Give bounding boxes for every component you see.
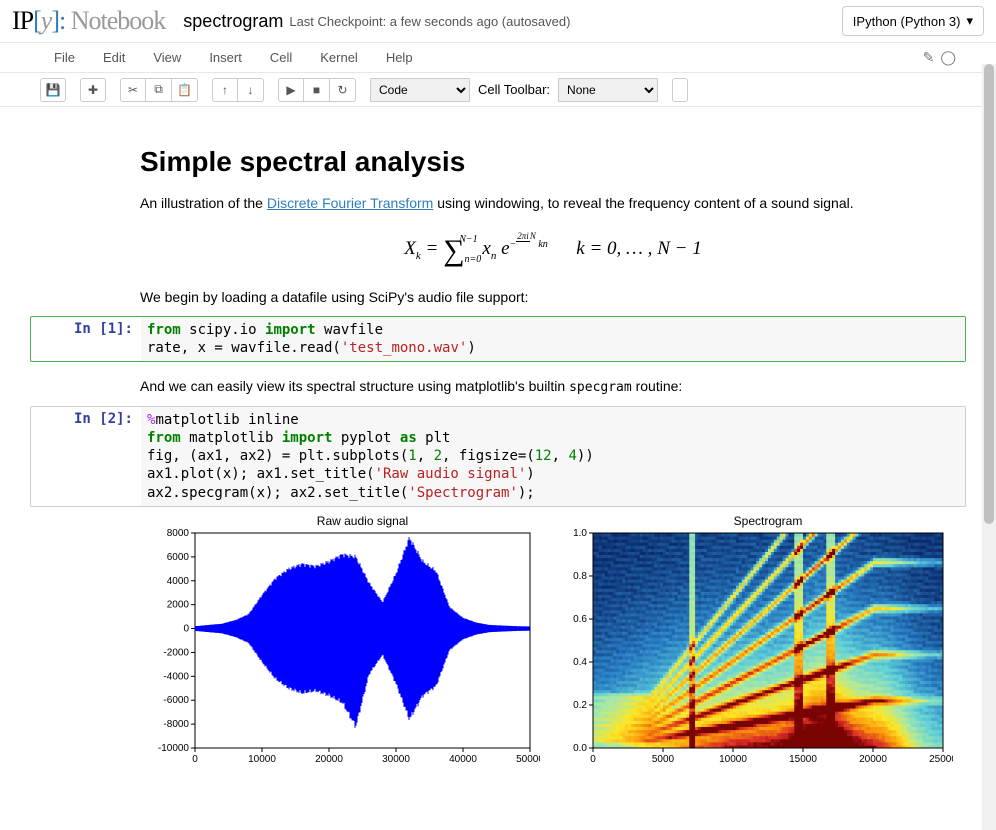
markdown-cell-1[interactable]: Simple spectral analysis An illustration… [30, 141, 966, 308]
svg-text:40000: 40000 [449, 754, 477, 765]
raw-audio-chart: Raw audio signal -10000 -8000 -6000 -4000 -20… [140, 513, 540, 773]
stop-button[interactable]: ■ [304, 78, 330, 102]
svg-text:Raw audio signal: Raw audio signal [317, 514, 408, 528]
add-cell-button[interactable]: ✚ [80, 78, 106, 102]
cell-toolbar-select[interactable]: None [558, 78, 658, 102]
code-cell-1[interactable]: In [1]: from scipy.io import wavfile rat… [30, 316, 966, 362]
arrow-down-icon: ↓ [248, 83, 254, 97]
paste-button[interactable]: 📋 [172, 78, 198, 102]
svg-text:10000: 10000 [248, 754, 276, 765]
prompt-in-2: In [2]: [31, 407, 141, 506]
spectrogram-chart: Spectrogram0.00.20.40.60.81.005000100001… [553, 513, 953, 773]
logo-notebook-text: Notebook [65, 6, 165, 35]
logo-close-bracket: ] [51, 6, 59, 35]
svg-text:8000: 8000 [167, 528, 190, 539]
menu-cell[interactable]: Cell [256, 44, 306, 71]
intro-paragraph: An illustration of the Discrete Fourier … [140, 193, 966, 214]
svg-text:-10000: -10000 [158, 743, 190, 754]
scissors-icon: ✂ [128, 83, 138, 97]
edit-group: ✂ ⧉ 📋 [120, 78, 198, 102]
logo-y: y [41, 6, 52, 35]
svg-text:0: 0 [183, 623, 189, 634]
code-cell-2[interactable]: In [2]: %matplotlib inline from matplotl… [30, 406, 966, 507]
cell-toolbar-label: Cell Toolbar: [478, 82, 550, 97]
menu-edit[interactable]: Edit [89, 44, 139, 71]
toolbar-trailing-box[interactable] [672, 78, 688, 102]
notebook-container: Simple spectral analysis An illustration… [0, 107, 996, 803]
kw-from: from [147, 322, 181, 338]
loading-paragraph: We begin by loading a datafile using Sci… [140, 287, 966, 308]
toolbar: 💾 ✚ ✂ ⧉ 📋 ↑ ↓ ▶ ■ ↻ Code Cell Toolbar: N… [0, 73, 996, 107]
run-button[interactable]: ▶ [278, 78, 304, 102]
menu-insert[interactable]: Insert [195, 44, 256, 71]
specgram-paragraph: And we can easily view its spectral stru… [140, 376, 966, 398]
menu-help[interactable]: Help [372, 44, 427, 71]
move-up-button[interactable]: ↑ [212, 78, 238, 102]
menu-view[interactable]: View [139, 44, 195, 71]
play-icon: ▶ [286, 83, 295, 97]
dft-formula: Xk = ∑n=0N−1 xn e−2πiN kn k = 0, … , N −… [140, 228, 966, 273]
scrollbar-thumb[interactable] [984, 64, 994, 524]
menubar-right: ✎ ◯ [923, 49, 956, 66]
move-down-button[interactable]: ↓ [238, 78, 264, 102]
logo-ip: IP [12, 6, 33, 35]
svg-text:Spectrogram: Spectrogram [734, 514, 803, 528]
heading-title: Simple spectral analysis [140, 141, 966, 183]
arrow-up-icon: ↑ [222, 83, 228, 97]
move-group: ↑ ↓ [212, 78, 264, 102]
plot-spectrogram: Spectrogram0.00.20.40.60.81.005000100001… [553, 513, 966, 773]
inline-code-specgram: specgram [569, 380, 632, 395]
floppy-icon: 💾 [46, 83, 61, 97]
refresh-icon: ↻ [337, 83, 347, 97]
cell-type-select[interactable]: Code [370, 78, 470, 102]
code-editor-2[interactable]: %matplotlib inline from matplotlib impor… [141, 407, 965, 506]
code-editor-1[interactable]: from scipy.io import wavfile rate, x = w… [141, 317, 965, 361]
menu-file[interactable]: File [40, 44, 89, 71]
paste-icon: 📋 [177, 83, 192, 97]
stop-icon: ■ [313, 83, 320, 97]
kernel-selector-button[interactable]: IPython (Python 3) ▾ [842, 6, 984, 36]
svg-text:-6000: -6000 [163, 695, 189, 706]
kernel-status-icon: ◯ [940, 49, 956, 66]
svg-text:20000: 20000 [315, 754, 343, 765]
plus-icon: ✚ [88, 83, 98, 97]
copy-button[interactable]: ⧉ [146, 78, 172, 102]
prompt-in-1: In [1]: [31, 317, 141, 361]
intro-text-a: An illustration of the [140, 195, 267, 211]
checkpoint-status: Last Checkpoint: a few seconds ago (auto… [289, 14, 570, 29]
scrollbar-track[interactable] [982, 64, 996, 830]
menubar: File Edit View Insert Cell Kernel Help ✎… [0, 43, 996, 73]
svg-text:0: 0 [192, 754, 198, 765]
pencil-icon[interactable]: ✎ [923, 49, 935, 66]
output-area: Raw audio signal -10000 -8000 -6000 -4000 -20… [30, 513, 966, 773]
ipython-logo: IP[y]: Notebook [12, 6, 165, 36]
header-bar: IP[y]: Notebook spectrogram Last Checkpo… [0, 0, 996, 43]
notebook-name[interactable]: spectrogram [183, 11, 283, 32]
svg-text:-4000: -4000 [163, 671, 189, 682]
intro-text-b: using windowing, to reveal the frequency… [433, 195, 853, 211]
svg-text:-8000: -8000 [163, 719, 189, 730]
string-literal: 'test_mono.wav' [341, 340, 467, 356]
svg-text:30000: 30000 [382, 754, 410, 765]
caret-down-icon: ▾ [966, 13, 973, 29]
dft-link[interactable]: Discrete Fourier Transform [267, 195, 433, 211]
svg-text:4000: 4000 [167, 576, 190, 587]
svg-text:2000: 2000 [167, 599, 190, 610]
restart-button[interactable]: ↻ [330, 78, 356, 102]
run-group: ▶ ■ ↻ [278, 78, 356, 102]
kw-import: import [265, 322, 316, 338]
plot-raw-audio: Raw audio signal -10000 -8000 -6000 -4000 -20… [140, 513, 553, 773]
save-button[interactable]: 💾 [40, 78, 66, 102]
menu-kernel[interactable]: Kernel [306, 44, 372, 71]
cut-button[interactable]: ✂ [120, 78, 146, 102]
svg-text:50000: 50000 [516, 754, 540, 765]
svg-text:-2000: -2000 [163, 647, 189, 658]
svg-text:6000: 6000 [167, 552, 190, 563]
copy-icon: ⧉ [154, 82, 163, 97]
logo-open-bracket: [ [33, 6, 41, 35]
kernel-label: IPython (Python 3) [853, 14, 961, 29]
markdown-cell-2[interactable]: And we can easily view its spectral stru… [30, 376, 966, 398]
